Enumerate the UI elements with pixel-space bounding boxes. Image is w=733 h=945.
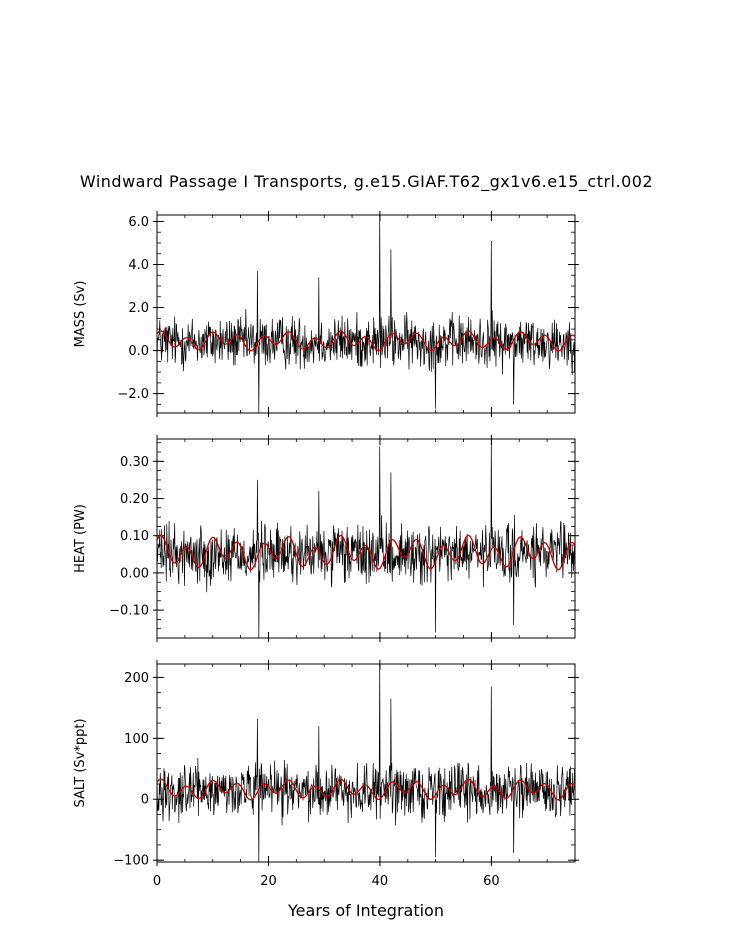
mass-smoothed-series-line <box>157 330 575 352</box>
x-tick-label: 40 <box>372 874 389 889</box>
mass-ytick-label: −2.0 <box>117 387 149 402</box>
heat-ytick-label: 0.00 <box>120 566 149 581</box>
heat-ytick-label: −0.10 <box>109 604 149 619</box>
salt-ytick-label: 200 <box>124 671 149 686</box>
mass-ytick-label: 0.0 <box>128 344 149 359</box>
x-tick-label: 60 <box>483 874 500 889</box>
heat-smoothed-series-line <box>157 534 575 571</box>
mass-plot-frame <box>156 214 576 414</box>
heat-plot-frame <box>156 438 576 639</box>
heat-ytick-label: 0.30 <box>120 455 149 470</box>
chart-title: Windward Passage I Transports, g.e15.GIA… <box>79 172 654 191</box>
x-tick-label: 0 <box>153 874 161 889</box>
heat-ylabel: HEAT (PW) <box>73 504 88 573</box>
salt-smoothed-series-line <box>157 778 575 801</box>
heat-monthly-series-line <box>157 439 575 638</box>
mass-ytick-label: 2.0 <box>128 301 149 316</box>
x-axis-label: Years of Integration <box>288 901 444 920</box>
mass-ylabel: MASS (Sv) <box>73 281 88 348</box>
mass-panel: 6.0 4.0 2.0 0.0 −2.0 MASS (Sv) <box>73 211 579 417</box>
salt-plot-frame <box>156 663 576 863</box>
salt-ytick-label: −100 <box>113 854 149 869</box>
salt-panel: 200 100 0 −100 SALT (Sv*ppt) 0 20 40 60 <box>73 660 579 889</box>
heat-ytick-label: 0.20 <box>120 492 149 507</box>
salt-ytick-label: 100 <box>124 732 149 747</box>
mass-ytick-label: 4.0 <box>128 258 149 273</box>
salt-monthly-series-line <box>157 664 575 862</box>
salt-ytick-label: 0 <box>141 793 149 808</box>
salt-ylabel: SALT (Sv*ppt) <box>73 718 88 807</box>
mass-ytick-label: 6.0 <box>128 215 149 230</box>
x-tick-label: 20 <box>260 874 277 889</box>
mass-monthly-series-line <box>157 215 575 413</box>
heat-panel: 0.30 0.20 0.10 0.00 −0.10 HEAT (PW) <box>73 435 579 642</box>
heat-ytick-label: 0.10 <box>120 529 149 544</box>
